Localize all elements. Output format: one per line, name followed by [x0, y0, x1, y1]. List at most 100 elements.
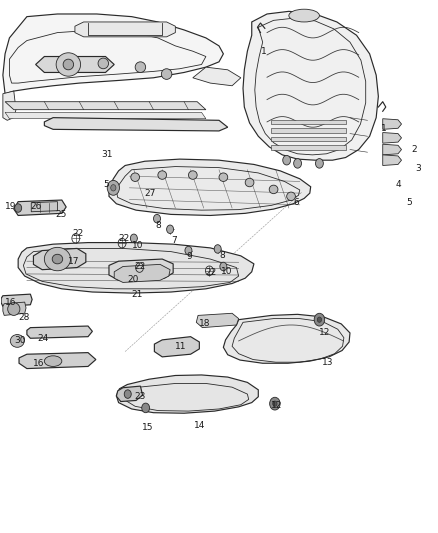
Polygon shape [44, 118, 228, 131]
Polygon shape [271, 137, 346, 141]
Ellipse shape [142, 403, 150, 413]
Ellipse shape [315, 159, 323, 168]
Text: 2: 2 [411, 145, 417, 154]
Text: 10: 10 [221, 268, 233, 276]
Ellipse shape [293, 159, 301, 168]
Text: 17: 17 [68, 257, 80, 265]
Ellipse shape [56, 53, 81, 76]
Polygon shape [383, 119, 402, 130]
Polygon shape [5, 112, 206, 119]
Ellipse shape [269, 185, 278, 193]
Text: 28: 28 [18, 312, 29, 321]
Polygon shape [383, 133, 402, 143]
Polygon shape [31, 201, 57, 212]
Polygon shape [193, 67, 241, 86]
Text: 24: 24 [38, 334, 49, 343]
Ellipse shape [131, 234, 138, 243]
Ellipse shape [158, 171, 166, 179]
Ellipse shape [273, 401, 277, 406]
Ellipse shape [185, 246, 192, 255]
Text: 7: 7 [171, 237, 177, 246]
Text: 12: 12 [319, 328, 331, 337]
Ellipse shape [166, 225, 173, 233]
Text: 11: 11 [175, 342, 187, 351]
Text: 10: 10 [132, 241, 143, 250]
Text: 26: 26 [30, 203, 42, 212]
Text: 6: 6 [293, 198, 299, 207]
Text: 13: 13 [321, 358, 333, 367]
Ellipse shape [314, 313, 325, 326]
Ellipse shape [44, 247, 71, 271]
Text: 19: 19 [5, 203, 17, 212]
Text: 16: 16 [33, 359, 45, 368]
Polygon shape [383, 144, 402, 155]
Polygon shape [5, 102, 206, 110]
Text: 22: 22 [134, 262, 145, 271]
Polygon shape [19, 353, 96, 368]
Polygon shape [383, 155, 402, 165]
Polygon shape [33, 248, 86, 270]
Polygon shape [271, 128, 346, 133]
Text: 3: 3 [416, 164, 421, 173]
Text: 30: 30 [14, 336, 25, 345]
Polygon shape [109, 259, 173, 280]
Polygon shape [109, 159, 311, 215]
Ellipse shape [135, 62, 146, 72]
Text: 22: 22 [119, 234, 130, 243]
Text: 25: 25 [55, 210, 67, 219]
Ellipse shape [63, 59, 74, 70]
Ellipse shape [52, 254, 63, 264]
Text: 18: 18 [199, 319, 211, 328]
Text: 5: 5 [407, 198, 413, 207]
Ellipse shape [161, 69, 172, 79]
Text: 8: 8 [219, 252, 225, 260]
Text: 16: 16 [5, 298, 17, 307]
Text: 4: 4 [396, 180, 402, 189]
Ellipse shape [11, 335, 24, 348]
Ellipse shape [8, 303, 20, 316]
Text: 1: 1 [381, 124, 386, 133]
Polygon shape [18, 243, 254, 293]
Ellipse shape [44, 356, 62, 367]
Ellipse shape [283, 156, 290, 165]
Polygon shape [35, 56, 114, 72]
Ellipse shape [124, 390, 131, 398]
Polygon shape [271, 120, 346, 124]
Ellipse shape [220, 262, 227, 271]
Ellipse shape [219, 173, 228, 181]
Polygon shape [117, 375, 258, 413]
Ellipse shape [188, 171, 197, 179]
Polygon shape [117, 386, 143, 401]
Text: 31: 31 [101, 150, 113, 159]
Ellipse shape [131, 173, 140, 181]
Text: 5: 5 [103, 180, 109, 189]
Text: 9: 9 [186, 253, 192, 261]
Ellipse shape [245, 178, 254, 187]
Text: 12: 12 [272, 401, 283, 410]
Text: 8: 8 [155, 221, 162, 230]
Ellipse shape [270, 397, 280, 410]
Polygon shape [196, 313, 239, 328]
Polygon shape [223, 314, 350, 364]
Text: 21: 21 [132, 289, 143, 298]
Text: 15: 15 [142, 423, 153, 432]
Text: 27: 27 [145, 189, 156, 198]
Polygon shape [3, 302, 26, 316]
Ellipse shape [153, 214, 160, 223]
Polygon shape [271, 146, 346, 150]
Polygon shape [27, 326, 92, 338]
Text: 20: 20 [127, 275, 139, 284]
Ellipse shape [107, 180, 120, 195]
Polygon shape [1, 294, 32, 306]
Polygon shape [75, 22, 175, 37]
Polygon shape [3, 14, 223, 94]
Text: 1: 1 [261, 47, 266, 55]
Ellipse shape [289, 9, 319, 22]
Text: 14: 14 [194, 422, 205, 431]
Ellipse shape [14, 204, 21, 212]
Polygon shape [14, 200, 66, 215]
Ellipse shape [111, 184, 116, 191]
Text: 22: 22 [205, 269, 216, 277]
Polygon shape [243, 11, 378, 160]
Ellipse shape [287, 192, 295, 200]
